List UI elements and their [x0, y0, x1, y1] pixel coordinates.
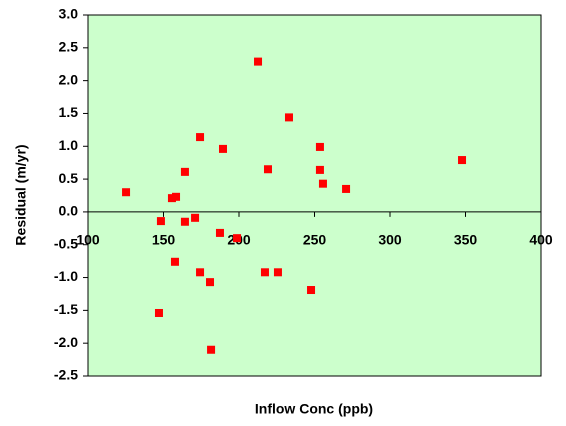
point — [180, 167, 189, 176]
x-axis-title: Inflow Conc (ppb) — [255, 401, 373, 417]
y-tick-label: 2.0 — [59, 71, 79, 87]
point — [156, 217, 165, 226]
y-tick-label: 0.0 — [59, 203, 79, 219]
point — [196, 133, 205, 142]
x-tick-label: 350 — [454, 232, 478, 248]
x-tick-label: 100 — [76, 232, 100, 248]
y-tick-label: 0.5 — [59, 170, 79, 186]
point — [191, 213, 200, 222]
y-tick-label: 1.5 — [59, 104, 79, 120]
point — [196, 268, 205, 277]
point — [206, 278, 215, 287]
y-tick-label: -2.5 — [54, 367, 78, 383]
point — [260, 268, 269, 277]
point — [318, 179, 327, 188]
point — [172, 192, 181, 201]
y-tick-label: 2.5 — [59, 39, 79, 55]
y-tick-label: 3.0 — [59, 6, 79, 22]
point — [315, 165, 324, 174]
x-tick-label: 250 — [303, 232, 327, 248]
y-tick-label: 1.0 — [59, 137, 79, 153]
y-tick-label: -2.0 — [54, 334, 78, 350]
point — [170, 257, 179, 266]
y-tick-label: -1.0 — [54, 268, 78, 284]
point — [207, 345, 216, 354]
point — [154, 308, 163, 317]
point — [307, 286, 316, 295]
point — [167, 194, 176, 203]
x-tick-label: 400 — [529, 232, 553, 248]
point — [342, 184, 351, 193]
point — [254, 57, 263, 66]
x-tick-label: 300 — [378, 232, 402, 248]
point — [273, 268, 282, 277]
point — [263, 165, 272, 174]
point — [218, 144, 227, 153]
point — [122, 188, 131, 197]
y-tick-label: -1.5 — [54, 301, 78, 317]
x-tick-label: 150 — [152, 232, 176, 248]
y-tick-label: -0.5 — [54, 235, 78, 251]
point — [315, 142, 324, 151]
point — [233, 234, 242, 243]
y-axis-title: Residual (m/yr) — [13, 144, 29, 245]
point — [180, 217, 189, 226]
point — [215, 228, 224, 237]
plot-area — [87, 14, 542, 377]
point — [284, 113, 293, 122]
point — [458, 156, 467, 165]
